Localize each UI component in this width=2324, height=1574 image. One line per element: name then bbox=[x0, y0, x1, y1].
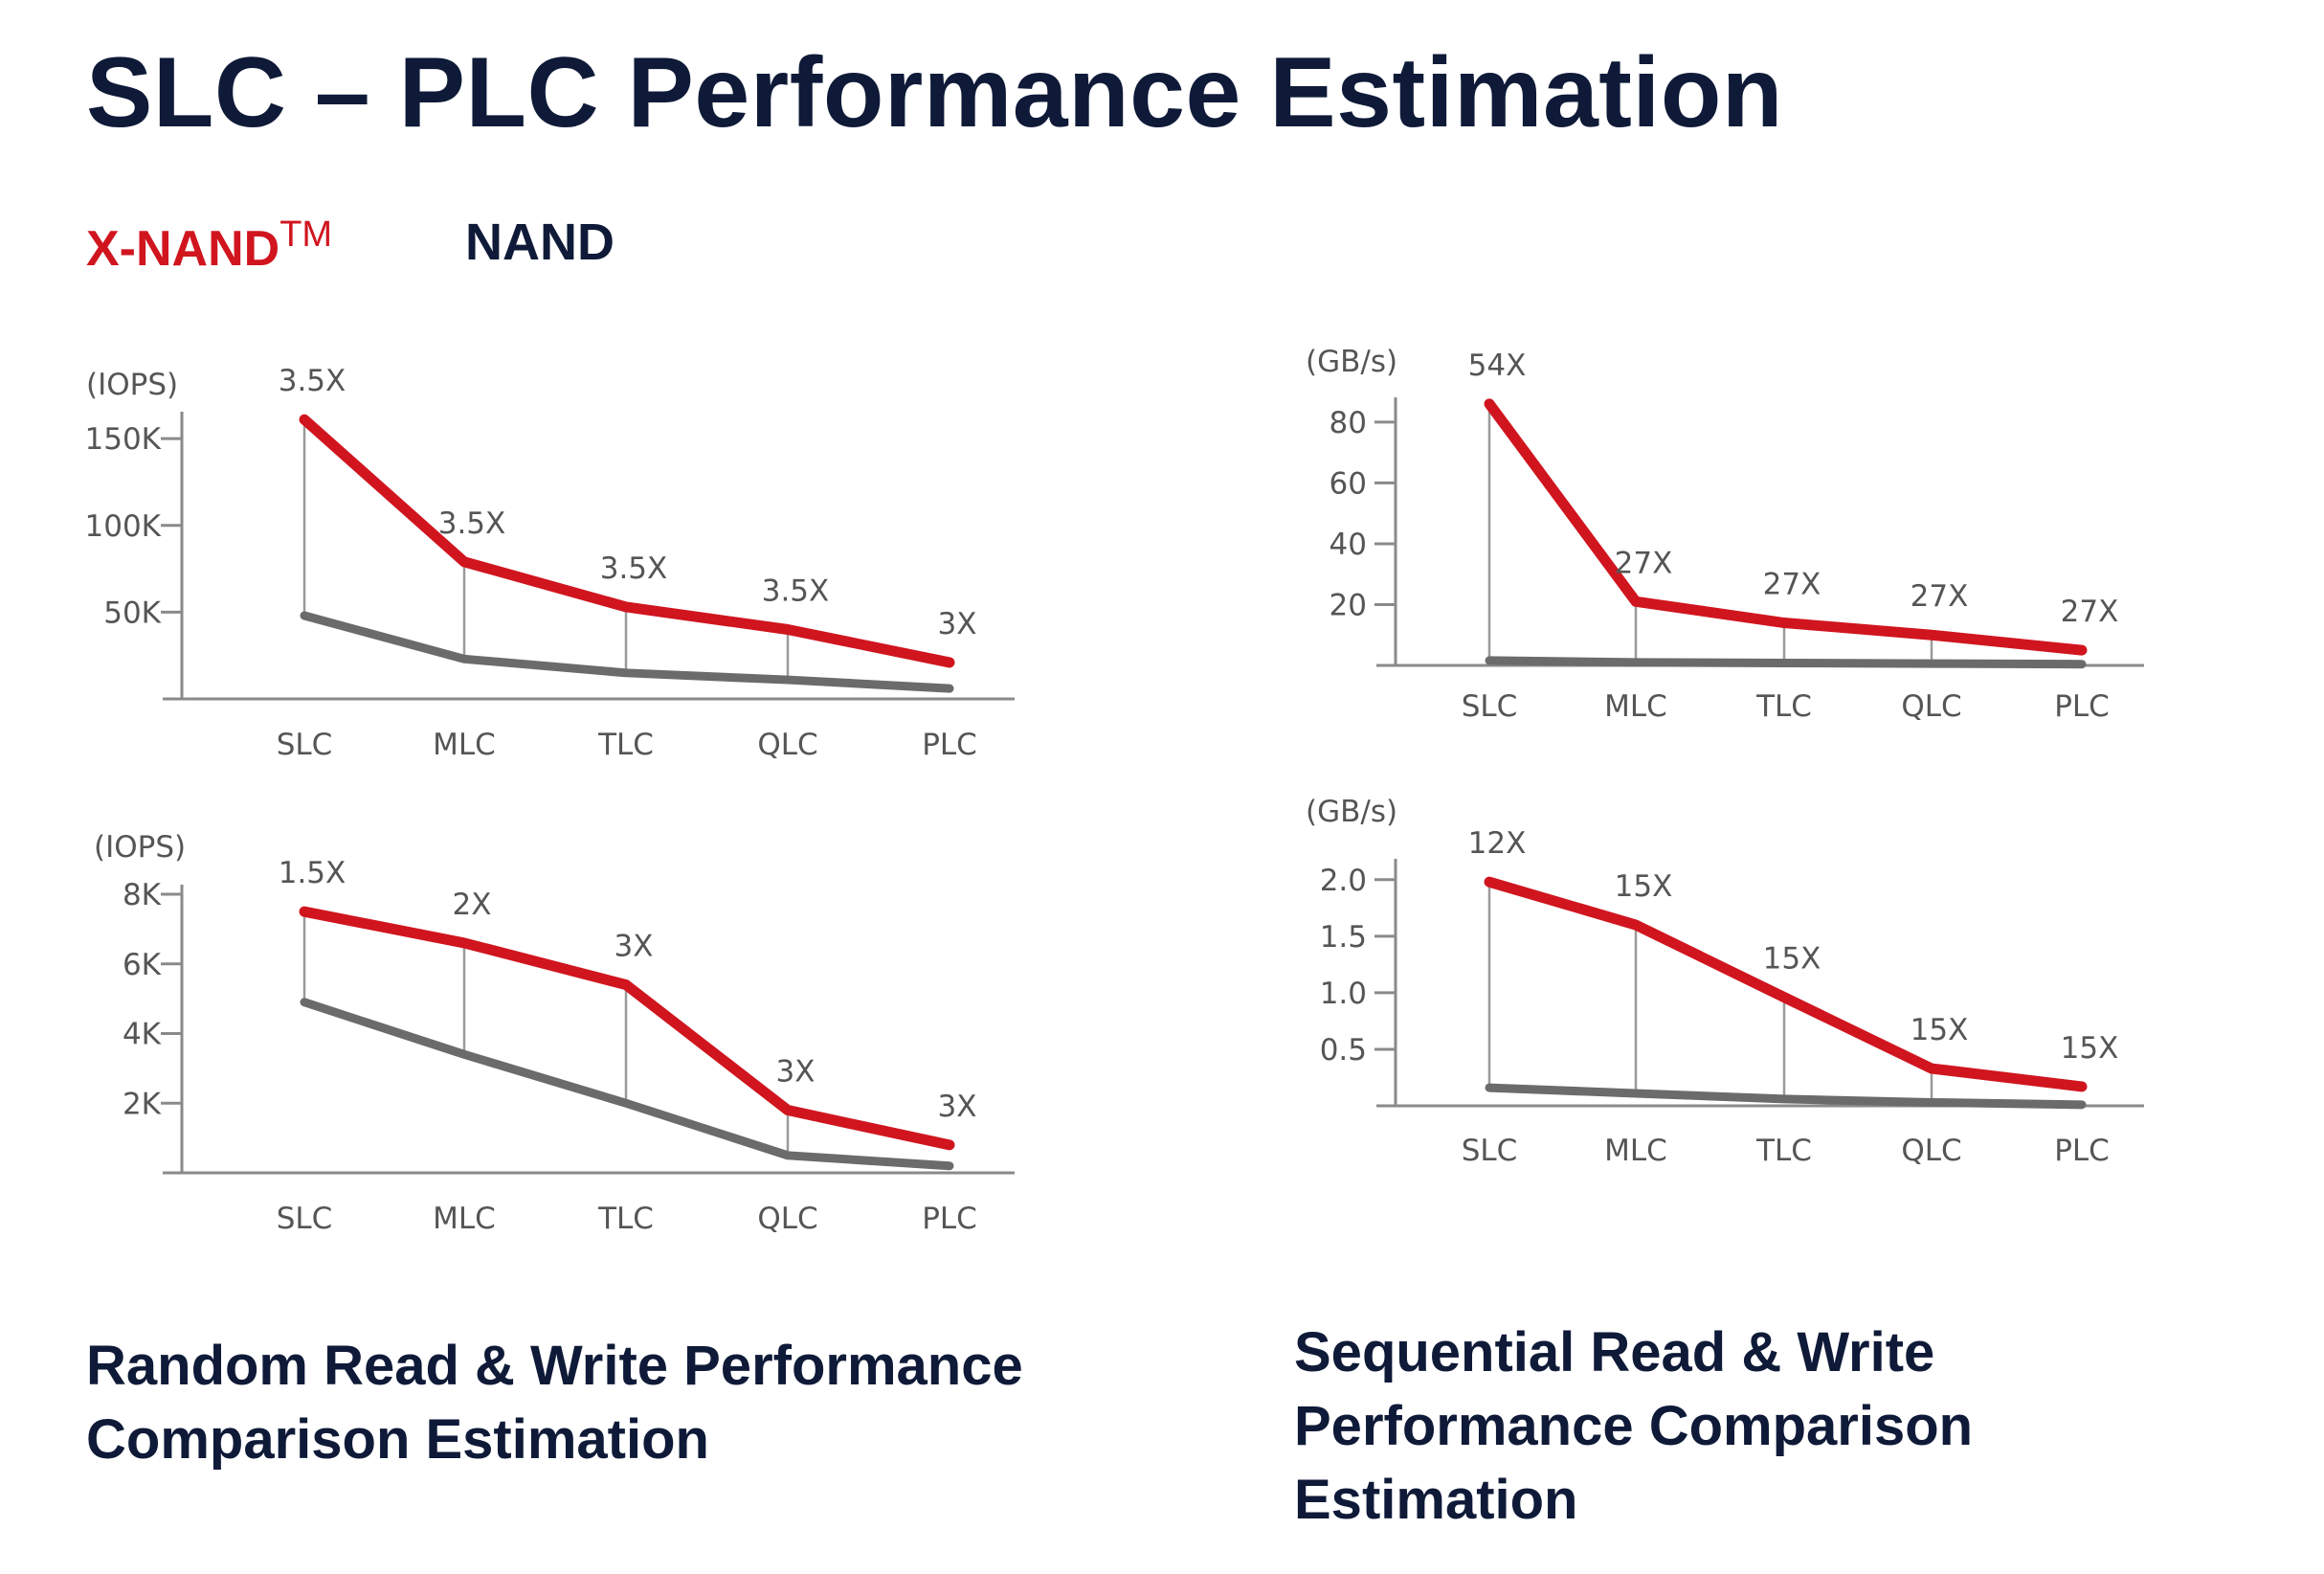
random-read-series-nand bbox=[300, 611, 954, 693]
sequential-read-multiplier-label: 27X bbox=[1763, 568, 1821, 602]
sequential-read-y-tick-label: 20 bbox=[1330, 588, 1367, 622]
random-read-y-tick-label: 100K bbox=[85, 509, 162, 544]
random-write-multiplier-label: 3X bbox=[938, 1090, 977, 1124]
sequential-read-series-nand bbox=[1485, 656, 2087, 669]
random-write-series-xnand bbox=[299, 906, 955, 1151]
sequential-write-series-nand bbox=[1485, 1083, 2087, 1110]
legend-xnand-label: X-NAND bbox=[86, 221, 280, 277]
random-read-x-tick-label: TLC bbox=[597, 728, 654, 762]
random-write-x-tick-label: MLC bbox=[433, 1202, 496, 1236]
sequential-read-multiplier-label: 27X bbox=[1911, 579, 1969, 614]
sequential-read-multiplier-label: 27X bbox=[2061, 595, 2119, 629]
random-write-y-tick-label: 8K bbox=[123, 878, 162, 912]
sequential-write-y-tick-label: 2.0 bbox=[1320, 864, 1367, 898]
random-read-y-unit: (IOPS) bbox=[86, 368, 178, 402]
sequential-read-multiplier-label: 27X bbox=[1615, 546, 1673, 580]
random-read-y-tick-label: 150K bbox=[85, 422, 162, 457]
random-write-x-tick-label: TLC bbox=[597, 1202, 654, 1236]
random-write-multiplier-label: 3X bbox=[776, 1055, 816, 1090]
sequential-write-x-tick-label: SLC bbox=[1462, 1134, 1518, 1168]
sequential-write-x-tick-label: QLC bbox=[1901, 1134, 1961, 1168]
random-write-multiplier-label: 1.5X bbox=[279, 856, 346, 890]
sequential-read-y-tick-label: 60 bbox=[1330, 466, 1367, 501]
random-write-x-tick-label: SLC bbox=[277, 1202, 333, 1236]
sequential-read-series-xnand bbox=[1484, 398, 2088, 656]
sequential-read-x-tick-label: MLC bbox=[1604, 689, 1667, 724]
sequential-write-multiplier-label: 15X bbox=[1615, 869, 1673, 904]
sequential-read-x-tick-label: QLC bbox=[1901, 689, 1961, 724]
sequential-write-multiplier-label: 15X bbox=[1763, 942, 1821, 977]
page-title: SLC – PLC Performance Estimation bbox=[86, 37, 1783, 148]
sequential-read-y-unit: (GB/s) bbox=[1306, 345, 1397, 379]
legend-xnand: X-NANDTM bbox=[86, 214, 332, 278]
random-read-multiplier-label: 3.5X bbox=[438, 506, 506, 541]
random-read-x-tick-label: MLC bbox=[433, 728, 496, 762]
random-read-x-tick-label: QLC bbox=[757, 728, 817, 762]
sequential-write-multiplier-label: 15X bbox=[2061, 1031, 2119, 1066]
sequential-read-y-tick-label: 80 bbox=[1330, 406, 1367, 440]
random-write-x-tick-label: PLC bbox=[922, 1202, 977, 1236]
legend-nand: NAND bbox=[465, 214, 615, 271]
random-read-x-tick-label: PLC bbox=[922, 728, 977, 762]
sequential-write-x-tick-label: MLC bbox=[1604, 1134, 1667, 1168]
random-write-multiplier-label: 2X bbox=[453, 888, 492, 922]
sequential-write-y-tick-label: 1.5 bbox=[1320, 920, 1367, 955]
sequential-write-y-tick-label: 1.0 bbox=[1320, 977, 1367, 1011]
random-read-multiplier-label: 3.5X bbox=[762, 574, 830, 609]
caption-sequential: Sequential Read & Write Performance Comp… bbox=[1294, 1321, 1974, 1531]
random-read-y-tick-label: 50K bbox=[103, 596, 161, 630]
random-read-multiplier-label: 3X bbox=[938, 607, 977, 641]
sequential-read-y-tick-label: 40 bbox=[1330, 528, 1367, 562]
random-read-x-tick-label: SLC bbox=[277, 728, 333, 762]
random-read-multiplier-label: 3.5X bbox=[279, 364, 346, 398]
sequential-write-series-xnand bbox=[1484, 876, 2088, 1092]
random-write-y-tick-label: 2K bbox=[123, 1087, 162, 1121]
random-write-y-tick-label: 4K bbox=[123, 1018, 162, 1052]
legend-xnand-trademark: TM bbox=[279, 214, 333, 255]
sequential-write-x-tick-label: PLC bbox=[2054, 1134, 2110, 1168]
sequential-read-x-tick-label: SLC bbox=[1462, 689, 1518, 724]
random-write-y-tick-label: 6K bbox=[123, 948, 162, 982]
sequential-write-multiplier-label: 15X bbox=[1911, 1013, 1969, 1047]
sequential-write-x-tick-label: TLC bbox=[1755, 1134, 1812, 1168]
sequential-write-multiplier-label: 12X bbox=[1468, 826, 1527, 861]
random-write-series-nand bbox=[300, 998, 954, 1171]
sequential-write-y-unit: (GB/s) bbox=[1306, 795, 1397, 829]
sequential-read-multiplier-label: 54X bbox=[1468, 349, 1527, 383]
random-read-multiplier-label: 3.5X bbox=[600, 551, 668, 586]
random-write-y-unit: (IOPS) bbox=[94, 830, 186, 865]
random-read-series-xnand bbox=[299, 414, 955, 668]
random-write-multiplier-label: 3X bbox=[615, 930, 654, 964]
sequential-read-x-tick-label: TLC bbox=[1755, 689, 1812, 724]
caption-random: Random Read & Write Performance Comparis… bbox=[86, 1335, 1023, 1471]
sequential-read-x-tick-label: PLC bbox=[2054, 689, 2110, 724]
sequential-write-y-tick-label: 0.5 bbox=[1320, 1033, 1367, 1068]
random-write-x-tick-label: QLC bbox=[757, 1202, 817, 1236]
